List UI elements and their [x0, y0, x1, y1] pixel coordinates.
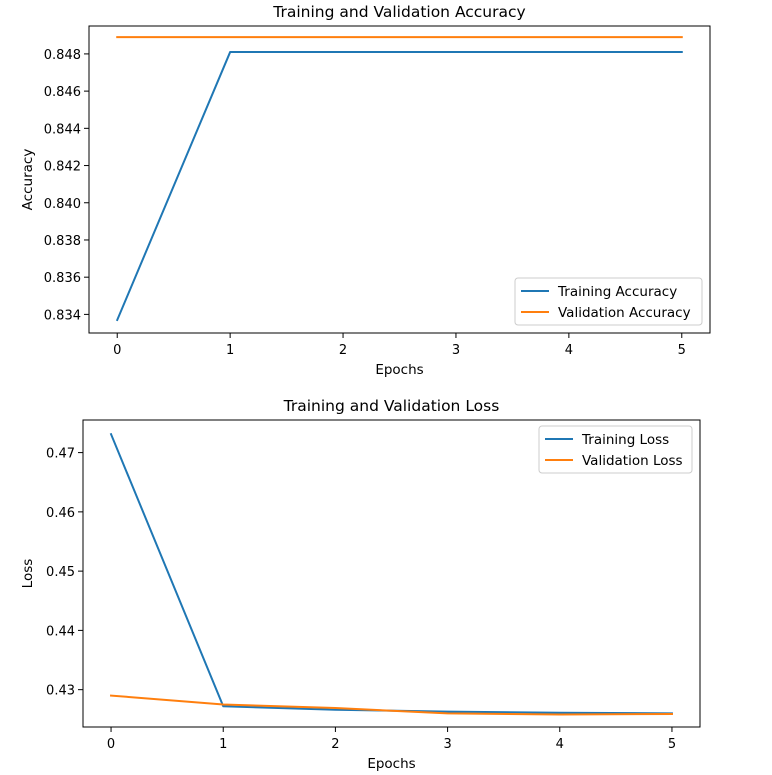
chart-1: 0 1 2 3 4 5 0.834 0.836 0.838 0.840 0.842 0.844 0.84… [20, 3, 711, 378]
legend: Training Accuracy Validation Accuracy [514, 277, 703, 326]
chart-2: 0 1 2 3 4 5 0.43 0.44 0.45 0.46 0.47 Training and V… [20, 397, 701, 772]
x-axis-label: Epochs [375, 362, 423, 378]
series-line-1 [115, 51, 683, 322]
legend-label-1: Training Loss [581, 432, 669, 448]
plot-area [115, 36, 683, 322]
series-line-2 [109, 694, 673, 716]
x-tick-label: 2 [331, 737, 339, 752]
y-tick-label: 0.45 [46, 565, 75, 580]
legend-box [538, 425, 693, 474]
legend-label-2: Validation Accuracy [558, 305, 691, 321]
y-tick-label: 0.836 [44, 271, 81, 286]
y-tick-label: 0.46 [46, 506, 75, 521]
axes-frame [88, 25, 711, 334]
x-tick-label: 3 [443, 737, 451, 752]
x-tick-label: 4 [556, 737, 564, 752]
y-axis-label: Loss [20, 559, 36, 589]
chart-title: Training and Validation Loss [283, 397, 500, 415]
y-tick-label: 0.840 [44, 197, 81, 212]
x-tick-label: 1 [226, 343, 234, 358]
axes-frame [82, 419, 701, 728]
x-tick-label: 5 [678, 343, 686, 358]
legend-box [514, 277, 703, 326]
plot-area [109, 432, 673, 716]
y-tick-label: 0.47 [46, 447, 75, 462]
legend: Training Loss Validation Loss [538, 425, 693, 474]
series-line-1 [109, 432, 673, 715]
x-tick-label: 3 [452, 343, 460, 358]
y-tick-label: 0.44 [46, 624, 75, 639]
y-tick-label: 0.838 [44, 234, 81, 249]
x-axis-label: Epochs [367, 756, 415, 772]
x-tick-label: 0 [113, 343, 121, 358]
x-tick-label: 5 [668, 737, 676, 752]
y-tick-label: 0.834 [44, 308, 81, 323]
y-tick-label: 0.43 [46, 684, 75, 699]
y-axis-label: Accuracy [20, 149, 36, 211]
legend-label-2: Validation Loss [582, 453, 683, 469]
chart-title: Training and Validation Accuracy [272, 3, 525, 21]
y-tick-label: 0.844 [44, 122, 81, 137]
x-tick-label: 2 [339, 343, 347, 358]
x-tick-label: 0 [107, 737, 115, 752]
x-tick-label: 4 [565, 343, 573, 358]
legend-label-1: Training Accuracy [557, 284, 677, 300]
y-tick-label: 0.842 [44, 160, 81, 175]
y-tick-label: 0.848 [44, 48, 81, 63]
x-tick-label: 1 [219, 737, 227, 752]
y-tick-label: 0.846 [44, 85, 81, 100]
